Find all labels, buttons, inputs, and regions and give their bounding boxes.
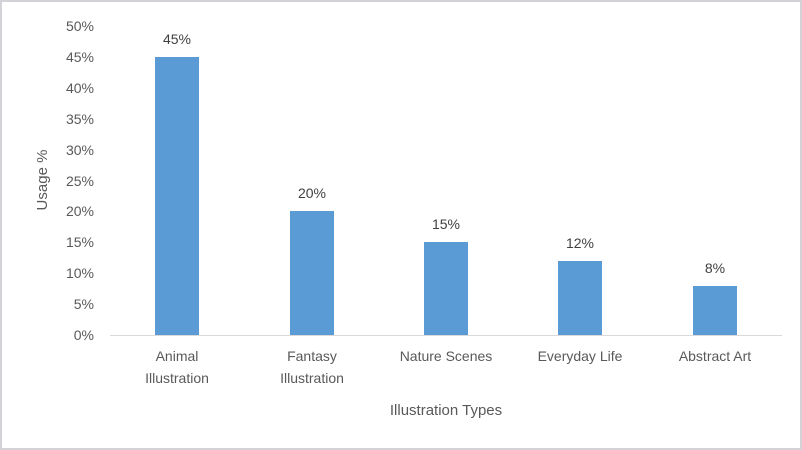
bar-4	[693, 286, 737, 335]
bar-value-label-4: 8%	[704, 260, 726, 276]
y-tick-label: 45%	[65, 48, 94, 65]
y-tick-label: 20%	[65, 203, 94, 220]
y-tick-label: 30%	[65, 141, 94, 158]
category-label-4: Abstract Art	[678, 348, 752, 364]
y-tick-label: 25%	[65, 172, 94, 189]
y-tick-label: 50%	[65, 18, 94, 34]
bar-1	[290, 211, 334, 335]
category-label-2: Nature Scenes	[399, 348, 493, 364]
y-tick-label: 35%	[65, 110, 94, 127]
y-tick-label: 40%	[65, 79, 94, 96]
x-axis-title: Illustration Types	[389, 402, 503, 419]
category-label-1: Fantasy Illustration	[280, 348, 344, 386]
category-label-3: Everyday Life	[537, 348, 623, 364]
bar-value-label-0: 45%	[162, 31, 192, 47]
y-tick-label: 15%	[65, 234, 94, 251]
y-tick-label: 5%	[73, 296, 94, 313]
y-tick-label: 0%	[73, 327, 94, 343]
bar-3	[558, 261, 602, 335]
bar-value-label-2: 15%	[431, 216, 461, 232]
y-tick-label: 10%	[65, 265, 94, 282]
bar-0	[155, 57, 199, 335]
x-axis-line	[110, 335, 782, 336]
bar-value-label-1: 20%	[297, 185, 327, 201]
bar-2	[424, 242, 468, 335]
category-label-0: Animal Illustration	[145, 348, 209, 386]
bar-value-label-3: 12%	[565, 235, 595, 251]
